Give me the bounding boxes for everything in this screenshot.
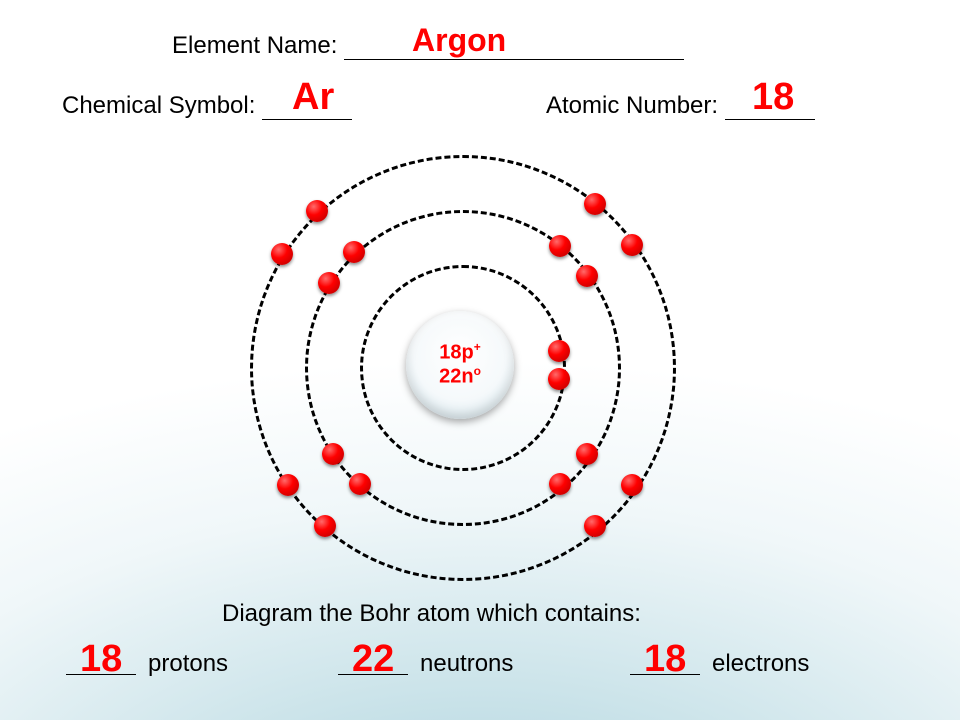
answer-atomic-number: 18 — [752, 76, 794, 119]
blank-element-name — [344, 35, 684, 60]
label-atomic-number: Atomic Number: — [546, 92, 718, 119]
label-chemical-symbol: Chemical Symbol: — [62, 92, 255, 119]
answer-chemical-symbol: Ar — [292, 76, 334, 119]
electron — [621, 234, 643, 256]
bohr-diagram: 18p+ 22no — [240, 145, 680, 585]
label-diagram-text: Diagram the Bohr atom which contains: — [222, 600, 641, 628]
electron — [271, 243, 293, 265]
answer-neutrons: 22 — [352, 638, 394, 681]
electron — [621, 474, 643, 496]
electron — [584, 515, 606, 537]
electron — [277, 474, 299, 496]
label-neutrons: neutrons — [420, 650, 513, 678]
answer-element-name: Argon — [412, 22, 506, 59]
electron — [314, 515, 336, 537]
label-electrons: electrons — [712, 650, 809, 678]
answer-electrons: 18 — [644, 638, 686, 681]
electron — [584, 193, 606, 215]
label-protons: protons — [148, 650, 228, 678]
electron — [306, 200, 328, 222]
answer-protons: 18 — [80, 638, 122, 681]
label-element-name: Element Name: — [172, 32, 337, 59]
